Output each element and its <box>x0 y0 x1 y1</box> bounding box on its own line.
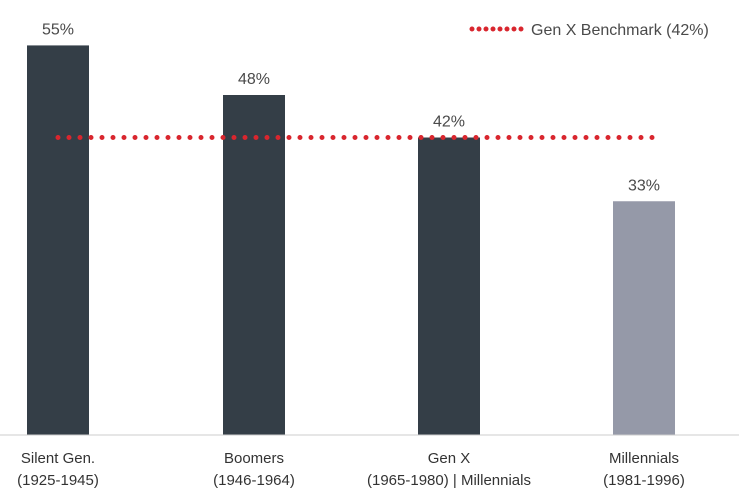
category-label-3-line-0: Millennials <box>609 450 679 467</box>
bar-3 <box>613 201 675 435</box>
bar-1 <box>223 95 285 435</box>
value-labels-group: 55% 48% 42% 33% <box>42 21 660 194</box>
bar-2 <box>418 137 480 435</box>
category-label-2-line-1: (1965-1980) | Millennials <box>367 472 531 489</box>
value-label-2: 42% <box>433 114 465 131</box>
legend: Gen X Benchmark (42%) <box>469 22 709 39</box>
category-label-1-line-1: (1946-1964) <box>213 472 295 489</box>
bar-0 <box>27 45 89 436</box>
bars-group <box>27 45 675 436</box>
value-label-3: 33% <box>628 177 660 194</box>
category-label-2-line-0: Gen X <box>428 450 471 467</box>
benchmark-legend-label: Gen X Benchmark (42%) <box>531 22 709 39</box>
value-label-1: 48% <box>238 71 270 88</box>
category-label-3-line-1: (1981-1996) <box>603 472 685 489</box>
category-label-1-line-0: Boomers <box>224 450 284 467</box>
category-label-0-line-0: Silent Gen. <box>21 450 95 467</box>
category-labels-group: Silent Gen. (1925-1945) Boomers (1946-1964)… <box>17 450 685 489</box>
value-label-0: 55% <box>42 21 74 38</box>
category-label-0-line-1: (1925-1945) <box>17 472 99 489</box>
